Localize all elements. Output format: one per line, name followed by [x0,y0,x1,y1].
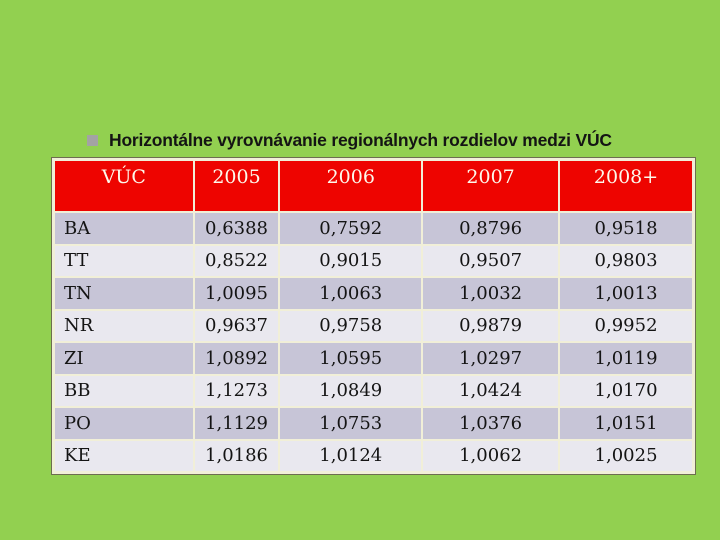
cell-value: 1,0063 [278,276,424,311]
cell-value: 1,0124 [278,438,424,474]
cell-value: 0,9507 [421,243,561,278]
row-label: PO [52,406,195,441]
table-row-ba: BA 0,6388 0,7592 0,8796 0,9518 [52,211,695,246]
square-bullet-icon [87,135,98,146]
cell-value: 1,0892 [192,341,281,376]
regional-differences-table-container: VÚC 2005 2006 2007 2008+ BA 0,6388 0,759… [51,157,696,475]
column-header-vuc: VÚC [52,158,195,213]
table-row-ke: KE 1,0186 1,0124 1,0062 1,0025 [52,438,695,474]
cell-value: 1,1273 [192,373,281,408]
table-header-row: VÚC 2005 2006 2007 2008+ [52,158,695,213]
cell-value: 1,0595 [278,341,424,376]
cell-value: 0,8522 [192,243,281,278]
row-label: BA [52,211,195,246]
cell-value: 1,0170 [558,373,695,408]
cell-value: 1,0849 [278,373,424,408]
column-header-2005: 2005 [192,158,281,213]
cell-value: 1,0424 [421,373,561,408]
table-row-tt: TT 0,8522 0,9015 0,9507 0,9803 [52,243,695,278]
slide-title-row: Horizontálne vyrovnávanie regionálnych r… [87,130,612,151]
slide-title: Horizontálne vyrovnávanie regionálnych r… [109,130,612,150]
table-body: BA 0,6388 0,7592 0,8796 0,9518 TT 0,8522… [52,211,695,474]
cell-value: 0,7592 [278,211,424,246]
table-row-zi: ZI 1,0892 1,0595 1,0297 1,0119 [52,341,695,376]
cell-value: 1,0151 [558,406,695,441]
row-label: TT [52,243,195,278]
cell-value: 1,0062 [421,438,561,474]
cell-value: 1,0032 [421,276,561,311]
cell-value: 0,9952 [558,308,695,343]
column-header-2008plus: 2008+ [558,158,695,213]
column-header-2007: 2007 [421,158,561,213]
cell-value: 0,9803 [558,243,695,278]
table-header: VÚC 2005 2006 2007 2008+ [52,158,695,213]
row-label: ZI [52,341,195,376]
table-row-nr: NR 0,9637 0,9758 0,9879 0,9952 [52,308,695,343]
column-header-2006: 2006 [278,158,424,213]
cell-value: 0,9518 [558,211,695,246]
table-row-po: PO 1,1129 1,0753 1,0376 1,0151 [52,406,695,441]
table-row-tn: TN 1,0095 1,0063 1,0032 1,0013 [52,276,695,311]
cell-value: 0,6388 [192,211,281,246]
cell-value: 1,0013 [558,276,695,311]
regional-differences-table: VÚC 2005 2006 2007 2008+ BA 0,6388 0,759… [52,158,695,474]
cell-value: 1,0753 [278,406,424,441]
cell-value: 0,9015 [278,243,424,278]
table-row-bb: BB 1,1273 1,0849 1,0424 1,0170 [52,373,695,408]
cell-value: 1,1129 [192,406,281,441]
cell-value: 1,0376 [421,406,561,441]
row-label: KE [52,438,195,474]
cell-value: 0,8796 [421,211,561,246]
cell-value: 1,0025 [558,438,695,474]
row-label: NR [52,308,195,343]
cell-value: 1,0095 [192,276,281,311]
cell-value: 1,0186 [192,438,281,474]
cell-value: 0,9879 [421,308,561,343]
cell-value: 0,9637 [192,308,281,343]
cell-value: 1,0297 [421,341,561,376]
cell-value: 0,9758 [278,308,424,343]
row-label: BB [52,373,195,408]
cell-value: 1,0119 [558,341,695,376]
row-label: TN [52,276,195,311]
